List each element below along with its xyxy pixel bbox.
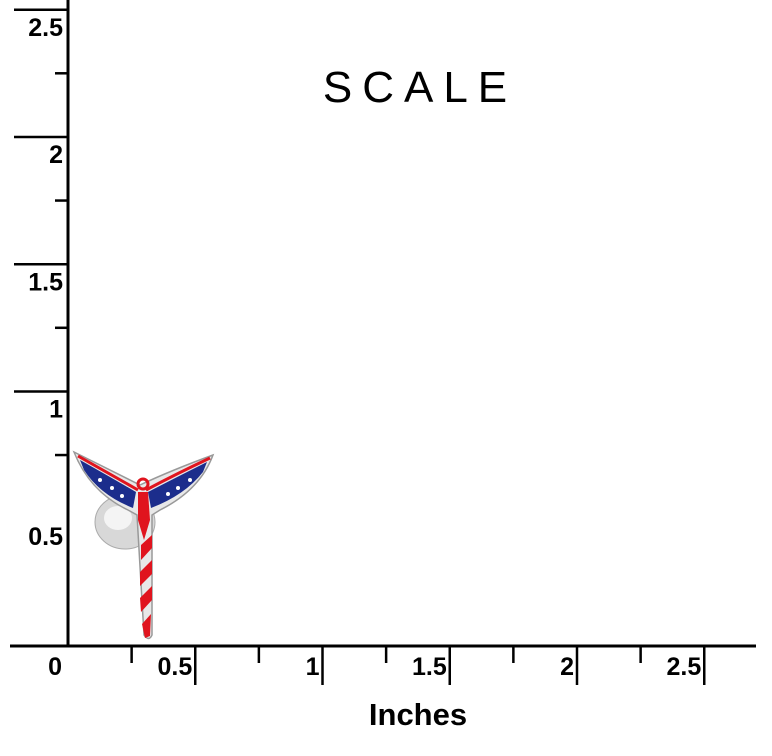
y-tick-label: 2 (49, 141, 63, 169)
x-axis-label: Inches (369, 697, 467, 732)
x-tick-label: 0 (48, 653, 62, 681)
pin-photo (72, 450, 215, 640)
y-tick-label: 0.5 (28, 523, 63, 551)
x-tick-label: 2 (560, 653, 574, 681)
x-tick-label: 2.5 (666, 653, 701, 681)
y-tick-label: 2.5 (28, 14, 63, 42)
y-tick-label: 1 (49, 396, 63, 424)
x-tick-label: 1.5 (412, 653, 447, 681)
x-tick-label: 1 (306, 653, 320, 681)
x-tick-label: 0.5 (157, 653, 192, 681)
y-tick-label: 1.5 (28, 268, 63, 296)
title: SCALE (323, 63, 517, 112)
